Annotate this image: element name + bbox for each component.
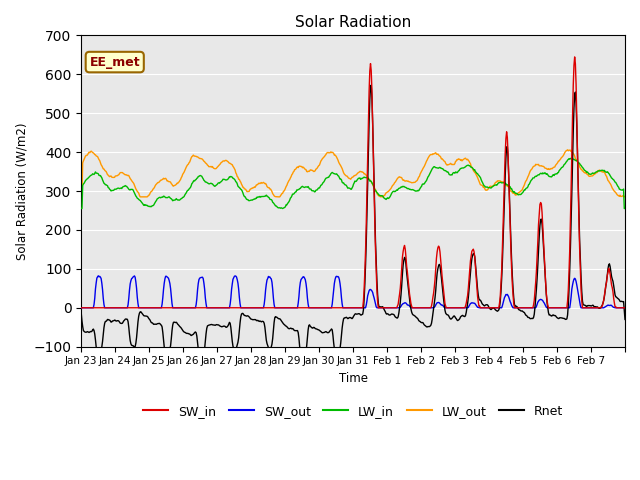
X-axis label: Time: Time xyxy=(339,372,367,385)
Title: Solar Radiation: Solar Radiation xyxy=(295,15,412,30)
Text: EE_met: EE_met xyxy=(90,56,140,69)
Y-axis label: Solar Radiation (W/m2): Solar Radiation (W/m2) xyxy=(15,122,28,260)
Legend: SW_in, SW_out, LW_in, LW_out, Rnet: SW_in, SW_out, LW_in, LW_out, Rnet xyxy=(138,400,568,423)
